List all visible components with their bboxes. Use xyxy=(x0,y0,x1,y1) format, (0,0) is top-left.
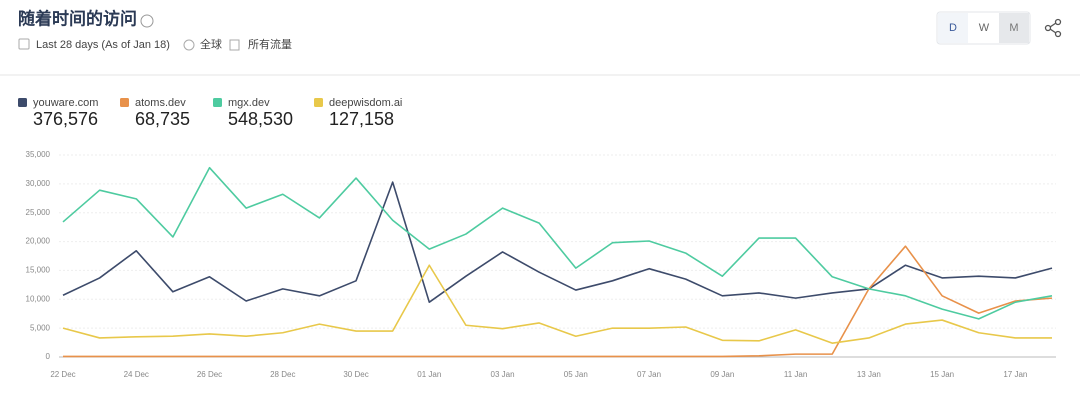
series-line xyxy=(62,264,1052,344)
legend-name: deepwisdom.ai xyxy=(329,97,402,109)
y-tick-label: 30,000 xyxy=(26,179,51,188)
button-m[interactable]: M xyxy=(1009,22,1018,34)
y-tick-label: 10,000 xyxy=(26,294,51,303)
x-tick-label: 30 Dec xyxy=(343,370,368,379)
x-tick-label: 13 Jan xyxy=(857,370,881,379)
x-tick-label: 01 Jan xyxy=(417,370,441,379)
legend-swatch xyxy=(120,98,129,107)
x-tick-label: 17 Jan xyxy=(1003,370,1027,379)
x-tick-label: 26 Dec xyxy=(197,370,222,379)
button-bg xyxy=(999,13,1029,43)
legend-swatch xyxy=(213,98,222,107)
globe-icon xyxy=(183,39,195,51)
button-w[interactable]: W xyxy=(979,22,990,34)
legend-total: 127,158 xyxy=(329,109,394,129)
legend-total: 376,576 xyxy=(33,109,98,129)
legend-swatch xyxy=(314,98,323,107)
y-tick-label: 20,000 xyxy=(26,237,51,246)
y-tick-label: 25,000 xyxy=(26,208,51,217)
x-tick-label: 07 Jan xyxy=(637,370,661,379)
x-tick-label: 15 Jan xyxy=(930,370,954,379)
y-tick-label: 35,000 xyxy=(26,150,51,159)
region: 全球 xyxy=(200,37,222,51)
series-line xyxy=(62,166,1053,320)
legend-total: 548,530 xyxy=(228,109,293,129)
traffic-icon xyxy=(229,39,240,51)
x-tick-label: 22 Dec xyxy=(50,370,75,379)
x-tick-label: 03 Jan xyxy=(491,370,515,379)
info-icon[interactable] xyxy=(140,14,154,28)
y-tick-label: 0 xyxy=(46,352,51,361)
x-tick-label: 09 Jan xyxy=(710,370,734,379)
legend-swatch xyxy=(18,98,27,107)
calendar-icon xyxy=(18,38,30,50)
x-tick-label: 28 Dec xyxy=(270,370,295,379)
title: 随着时间的访问 xyxy=(18,8,137,28)
y-tick-label: 5,000 xyxy=(30,323,51,332)
button-d[interactable]: D xyxy=(949,22,957,34)
legend-name: atoms.dev xyxy=(135,97,186,109)
x-tick-label: 24 Dec xyxy=(124,370,149,379)
series-line xyxy=(63,245,1053,358)
legend-name: youware.com xyxy=(33,97,98,109)
period: Last 28 days (As of Jan 18) xyxy=(36,39,170,51)
x-tick-label: 05 Jan xyxy=(564,370,588,379)
legend-total: 68,735 xyxy=(135,109,190,129)
traffic: 所有流量 xyxy=(248,37,292,51)
y-tick-label: 15,000 xyxy=(26,266,51,275)
share-icon[interactable] xyxy=(1044,18,1062,38)
series-line xyxy=(62,181,1053,303)
button-bg xyxy=(938,13,968,43)
x-tick-label: 11 Jan xyxy=(784,370,807,379)
legend-name: mgx.dev xyxy=(228,97,270,109)
